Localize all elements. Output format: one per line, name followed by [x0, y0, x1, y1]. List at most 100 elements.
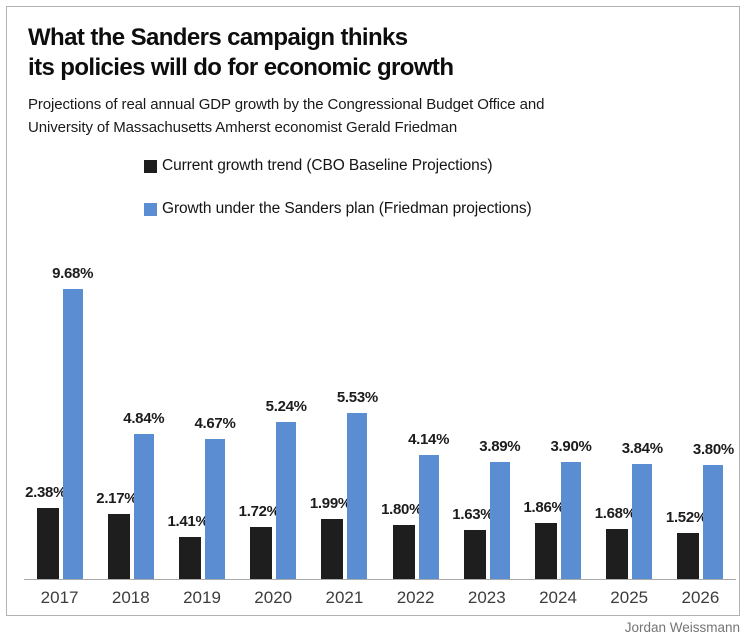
cbo-bar	[677, 533, 700, 579]
bar-pair: 1.80% 4.14%	[381, 431, 449, 579]
sanders-bar	[347, 413, 368, 579]
bar-pair: 1.63% 3.89%	[452, 438, 521, 579]
year-group: 1.68% 3.84% 2025	[594, 251, 665, 607]
cbo-bar-wrap: 2.38%	[25, 484, 66, 579]
year-group: 1.72% 5.24% 2020	[238, 251, 309, 607]
cbo-value-label: 1.68%	[594, 504, 636, 522]
bar-pair: 1.41% 4.67%	[167, 415, 236, 579]
cbo-value-label: 1.99%	[309, 495, 351, 513]
year-group: 1.80% 4.14% 2022	[380, 251, 451, 607]
sanders-bar-wrap: 5.53%	[337, 389, 378, 579]
year-axis-label: 2023	[467, 588, 506, 607]
sanders-bar	[62, 288, 83, 579]
sanders-bar	[561, 462, 582, 579]
year-axis-label: 2026	[681, 588, 720, 607]
sanders-bar	[276, 421, 297, 579]
year-axis-label: 2021	[325, 588, 364, 607]
year-axis-label: 2019	[183, 588, 221, 607]
legend-label-sanders: Growth under the Sanders plan (Friedman …	[162, 200, 532, 217]
cbo-bar-wrap: 1.52%	[666, 509, 707, 579]
year-group: 2.17% 4.84% 2018	[95, 251, 166, 607]
legend: Current growth trend (CBO Baseline Proje…	[144, 157, 532, 243]
chart-title-line1: What the Sanders campaign thinks	[28, 24, 408, 51]
sanders-value-label: 5.24%	[265, 397, 307, 415]
sanders-bar-wrap: 3.80%	[693, 441, 734, 579]
sanders-bar-wrap: 4.67%	[194, 415, 236, 579]
sanders-value-label: 5.53%	[336, 389, 378, 407]
sanders-bar-wrap: 3.90%	[550, 438, 592, 579]
year-axis-label: 2017	[40, 588, 79, 607]
sanders-value-label: 3.84%	[621, 439, 663, 457]
year-group: 1.52% 3.80% 2026	[665, 251, 736, 607]
cbo-value-label: 1.80%	[381, 501, 423, 518]
sanders-swatch-icon	[144, 202, 157, 216]
cbo-bar	[321, 519, 344, 579]
sanders-bar-wrap: 5.24%	[266, 398, 307, 579]
chart-subtitle-line1: Projections of real annual GDP growth by…	[28, 96, 545, 113]
cbo-bar	[36, 507, 59, 579]
year-group: 2.38% 9.68% 2017	[24, 251, 95, 607]
cbo-bar-wrap: 1.72%	[239, 503, 280, 579]
sanders-bar	[133, 433, 154, 579]
cbo-value-label: 1.41%	[167, 512, 209, 530]
year-group: 1.41% 4.67% 2019	[166, 251, 237, 607]
cbo-value-label: 1.72%	[238, 503, 280, 521]
year-group: 1.63% 3.89% 2023	[451, 251, 522, 607]
sanders-value-label: 3.80%	[692, 441, 734, 458]
sanders-value-label: 4.14%	[408, 430, 450, 448]
cbo-value-label: 2.17%	[96, 489, 138, 507]
bar-pair: 1.72% 5.24%	[239, 398, 307, 579]
bar-pair: 1.99% 5.53%	[310, 389, 378, 579]
year-axis-label: 2018	[111, 588, 150, 607]
cbo-bar-wrap: 1.68%	[595, 505, 636, 579]
cbo-bar	[179, 536, 201, 579]
chart-title-line2: its policies will do for economic growth	[28, 54, 454, 81]
cbo-value-label: 1.63%	[452, 506, 494, 524]
chart-subtitle: Projections of real annual GDP growth by…	[28, 93, 544, 139]
cbo-bar	[250, 527, 273, 579]
cbo-bar-wrap: 1.63%	[452, 506, 494, 579]
cbo-value-label: 1.86%	[523, 499, 565, 517]
sanders-bar-wrap: 9.68%	[52, 265, 93, 579]
sanders-bar	[205, 438, 225, 579]
legend-item-cbo: Current growth trend (CBO Baseline Proje…	[144, 157, 532, 175]
cbo-value-label: 2.38%	[25, 483, 67, 501]
sanders-bar-wrap: 4.84%	[123, 410, 165, 579]
cbo-bar	[107, 513, 130, 579]
bar-chart-plot-area: 2.38% 9.68% 2017 2.17% 4.84% 2018	[24, 251, 736, 607]
chart-subtitle-line2: University of Massachusetts Amherst econ…	[28, 119, 458, 136]
chart-title: What the Sanders campaign thinks its pol…	[28, 23, 454, 83]
cbo-bar-wrap: 2.17%	[96, 490, 138, 579]
bar-pair: 2.38% 9.68%	[25, 265, 93, 579]
legend-label-cbo: Current growth trend (CBO Baseline Proje…	[162, 157, 493, 174]
year-group: 1.86% 3.90% 2024	[522, 251, 593, 607]
cbo-value-label: 1.52%	[665, 509, 707, 527]
sanders-bar	[489, 462, 510, 579]
cbo-bar	[392, 525, 415, 579]
year-axis-label: 2024	[539, 588, 577, 607]
cbo-bar	[606, 528, 629, 579]
sanders-value-label: 3.89%	[479, 438, 521, 456]
year-axis-label: 2025	[610, 588, 649, 607]
cbo-swatch-icon	[144, 159, 157, 173]
sanders-bar-wrap: 4.14%	[408, 431, 449, 579]
cbo-bar-wrap: 1.41%	[167, 513, 209, 579]
cbo-bar	[535, 523, 558, 579]
sanders-bar-wrap: 3.84%	[622, 440, 663, 579]
sanders-value-label: 4.84%	[123, 409, 165, 427]
bar-pair: 2.17% 4.84%	[96, 410, 165, 579]
legend-item-sanders: Growth under the Sanders plan (Friedman …	[144, 200, 532, 218]
cbo-bar	[463, 530, 486, 579]
sanders-value-label: 3.90%	[550, 438, 592, 455]
bar-pair: 1.86% 3.90%	[523, 438, 592, 579]
sanders-bar	[703, 465, 724, 579]
year-axis-label: 2020	[254, 588, 293, 607]
author-credit: Jordan Weissmann	[624, 620, 740, 635]
year-group: 1.99% 5.53% 2021	[309, 251, 380, 607]
cbo-bar-wrap: 1.86%	[523, 499, 565, 579]
sanders-value-label: 9.68%	[52, 264, 94, 282]
sanders-value-label: 4.67%	[194, 414, 236, 432]
sanders-bar	[632, 463, 653, 579]
sanders-bar-wrap: 3.89%	[479, 438, 521, 579]
bar-pair: 1.68% 3.84%	[595, 440, 663, 579]
